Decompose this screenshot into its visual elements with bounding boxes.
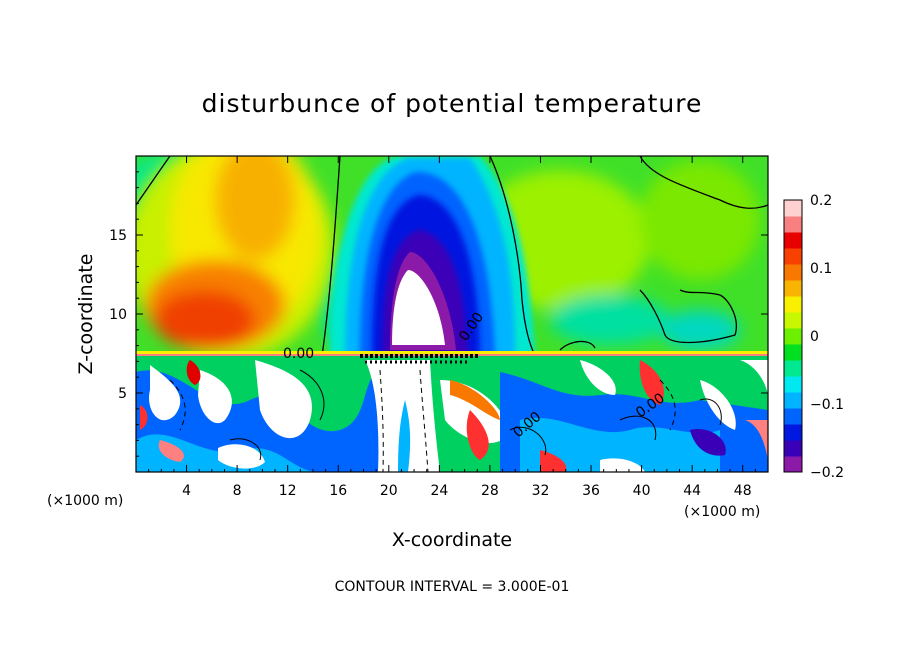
x-axis: 4 8 12 16 20 24 28 32 36 40 44 48 [148, 156, 756, 499]
y-axis-label: Z-coordinate [75, 254, 97, 375]
colorbar-swatch [784, 344, 802, 361]
colorbar-swatch [784, 376, 802, 393]
colorbar-frame [783, 199, 803, 473]
x-tick-label: 48 [734, 483, 752, 499]
x-tick-label: 16 [329, 483, 347, 499]
zero-contours-lower [169, 369, 722, 472]
colorbar-tick-label: 0.2 [810, 193, 832, 209]
x-tick-label: 40 [633, 483, 651, 499]
colorbar-swatch [784, 296, 802, 313]
plot-field [136, 156, 768, 472]
y-axis: 5 10 15 [109, 171, 768, 457]
colorbar-tick-label: 0.1 [810, 261, 832, 277]
colorbar-swatch [784, 392, 802, 409]
warm-plume [136, 156, 335, 360]
colorbar-swatch [784, 360, 802, 377]
colorbar-swatch [784, 248, 802, 265]
x-tick-label: 20 [380, 483, 398, 499]
contour-interval-note: CONTOUR INTERVAL = 3.000E-01 [335, 579, 570, 595]
x-axis-label: X-coordinate [392, 529, 512, 551]
colorbar-swatch [784, 200, 802, 217]
chart-title: disturbunce of potential temperature [202, 89, 703, 118]
colorbar-swatch [784, 408, 802, 425]
colorbar-tick-label: −0.1 [810, 397, 844, 413]
interface-band [136, 351, 768, 364]
x-tick-label: 28 [481, 483, 499, 499]
y-tick-label: 15 [109, 228, 127, 244]
x-tick-label: 8 [233, 483, 242, 499]
x-tick-label: 44 [683, 483, 701, 499]
y-tick-label: 5 [118, 386, 127, 402]
colorbar-tick-label: 0 [810, 329, 819, 345]
colorbar-swatch [784, 440, 802, 457]
colorbar-swatch [784, 216, 802, 233]
colorbar-swatch [784, 312, 802, 329]
contour-label: 0.00 [283, 346, 314, 362]
x-tick-label: 12 [279, 483, 297, 499]
x-tick-label: 32 [532, 483, 550, 499]
colorbar-swatch [784, 328, 802, 345]
colorbar-swatch [784, 264, 802, 281]
x-tick-label: 24 [430, 483, 448, 499]
cold-dome [330, 156, 535, 356]
lower-layer-eddies [136, 360, 768, 472]
colorbar-tick-label: −0.2 [810, 465, 844, 481]
colorbar-ticks: 0.2 0.1 0 −0.1 −0.2 [810, 193, 844, 481]
zero-contours-upper [136, 156, 768, 357]
colorbar-swatch [784, 424, 802, 441]
colorbar-swatch [784, 280, 802, 297]
colorbar-swatch [784, 232, 802, 249]
colorbar [783, 199, 803, 473]
colorbar-swatch [784, 456, 802, 473]
x-tick-label: 36 [582, 483, 600, 499]
x-tick-label: 4 [182, 483, 191, 499]
x-unit-label: (×1000 m) [47, 493, 123, 509]
y-tick-label: 10 [109, 307, 127, 323]
x-unit-label-right: (×1000 m) [684, 504, 760, 520]
